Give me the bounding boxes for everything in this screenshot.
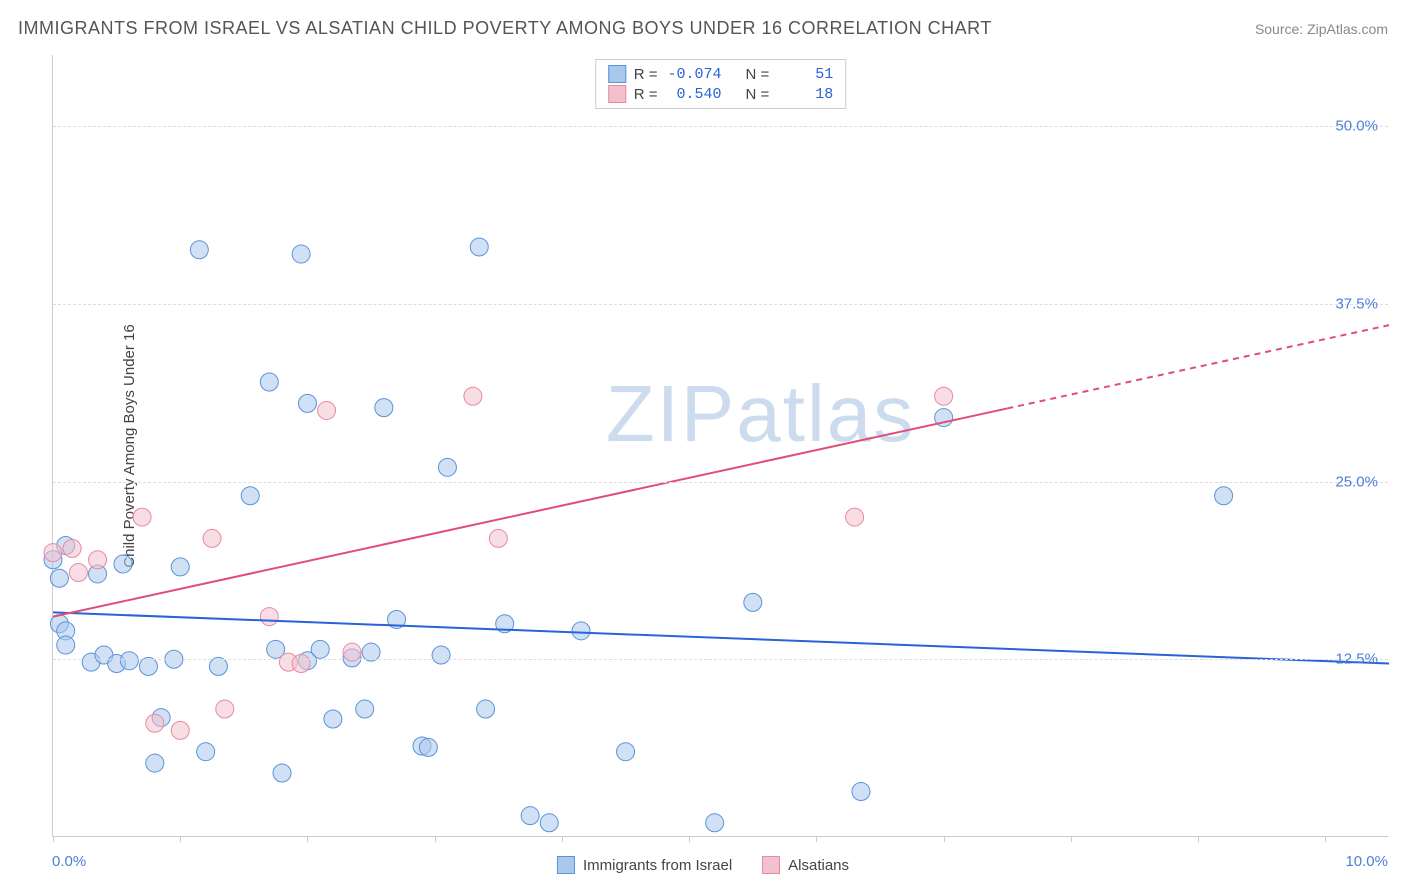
- legend-swatch-0: [557, 856, 575, 874]
- swatch-series-1: [608, 85, 626, 103]
- trend-line: [53, 612, 1389, 663]
- scatter-point: [44, 544, 62, 562]
- r-value-0: -0.074: [666, 66, 722, 83]
- x-tick: [944, 836, 945, 842]
- scatter-point: [120, 652, 138, 670]
- y-tick-label: 12.5%: [1335, 651, 1378, 668]
- scatter-point: [1215, 487, 1233, 505]
- x-tick: [53, 836, 54, 842]
- scatter-point: [464, 387, 482, 405]
- swatch-series-0: [608, 65, 626, 83]
- scatter-point: [318, 401, 336, 419]
- y-tick-label: 50.0%: [1335, 118, 1378, 135]
- grid-line: [53, 482, 1388, 483]
- scatter-point: [298, 394, 316, 412]
- scatter-point: [241, 487, 259, 505]
- scatter-point: [292, 655, 310, 673]
- scatter-point: [292, 245, 310, 263]
- scatter-point: [846, 508, 864, 526]
- scatter-point: [521, 807, 539, 825]
- scatter-point: [190, 241, 208, 259]
- stats-row: R = 0.540 N = 18: [608, 84, 834, 104]
- x-tick: [1198, 836, 1199, 842]
- x-max-label: 10.0%: [1345, 853, 1388, 870]
- scatter-point: [133, 508, 151, 526]
- scatter-point: [935, 387, 953, 405]
- source-label: Source: ZipAtlas.com: [1255, 21, 1388, 37]
- scatter-point: [852, 783, 870, 801]
- scatter-point: [311, 640, 329, 658]
- scatter-point: [69, 564, 87, 582]
- x-min-label: 0.0%: [52, 853, 86, 870]
- x-tick: [689, 836, 690, 842]
- stats-row: R = -0.074 N = 51: [608, 64, 834, 84]
- bottom-legend: Immigrants from Israel Alsatians: [557, 856, 849, 874]
- scatter-point: [356, 700, 374, 718]
- n-value-0: 51: [777, 66, 833, 83]
- scatter-point: [171, 721, 189, 739]
- scatter-point: [572, 622, 590, 640]
- legend-item-1: Alsatians: [762, 856, 849, 874]
- x-tick: [562, 836, 563, 842]
- chart-title: IMMIGRANTS FROM ISRAEL VS ALSATIAN CHILD…: [18, 18, 992, 39]
- scatter-point: [57, 636, 75, 654]
- grid-line: [53, 126, 1388, 127]
- scatter-point: [470, 238, 488, 256]
- scatter-point: [489, 529, 507, 547]
- scatter-point: [706, 814, 724, 832]
- x-tick: [180, 836, 181, 842]
- scatter-point: [216, 700, 234, 718]
- scatter-point: [260, 373, 278, 391]
- scatter-point: [324, 710, 342, 728]
- r-value-1: 0.540: [666, 86, 722, 103]
- scatter-point: [146, 714, 164, 732]
- scatter-point: [744, 593, 762, 611]
- x-tick: [307, 836, 308, 842]
- scatter-point: [89, 551, 107, 569]
- x-tick: [1071, 836, 1072, 842]
- legend-label-0: Immigrants from Israel: [583, 857, 732, 874]
- scatter-plot-svg: [53, 55, 1388, 836]
- scatter-point: [477, 700, 495, 718]
- trend-line: [53, 408, 1007, 616]
- scatter-point: [197, 743, 215, 761]
- legend-label-1: Alsatians: [788, 857, 849, 874]
- title-bar: IMMIGRANTS FROM ISRAEL VS ALSATIAN CHILD…: [18, 18, 1388, 39]
- x-tick: [1325, 836, 1326, 842]
- x-tick: [816, 836, 817, 842]
- grid-line: [53, 659, 1388, 660]
- scatter-point: [419, 738, 437, 756]
- n-value-1: 18: [777, 86, 833, 103]
- scatter-point: [438, 458, 456, 476]
- scatter-point: [114, 555, 132, 573]
- scatter-point: [203, 529, 221, 547]
- trend-line-dashed: [1007, 325, 1389, 408]
- y-tick-label: 37.5%: [1335, 295, 1378, 312]
- legend-item-0: Immigrants from Israel: [557, 856, 732, 874]
- x-tick: [435, 836, 436, 842]
- scatter-point: [171, 558, 189, 576]
- scatter-point: [146, 754, 164, 772]
- scatter-point: [375, 399, 393, 417]
- scatter-point: [273, 764, 291, 782]
- scatter-point: [432, 646, 450, 664]
- y-tick-label: 25.0%: [1335, 473, 1378, 490]
- correlation-stats-box: R = -0.074 N = 51 R = 0.540 N = 18: [595, 59, 847, 109]
- scatter-point: [63, 539, 81, 557]
- scatter-point: [50, 569, 68, 587]
- grid-line: [53, 304, 1388, 305]
- scatter-point: [540, 814, 558, 832]
- scatter-point: [617, 743, 635, 761]
- legend-swatch-1: [762, 856, 780, 874]
- scatter-point: [260, 608, 278, 626]
- chart-area: ZIPatlas R = -0.074 N = 51 R = 0.540 N =…: [52, 55, 1388, 837]
